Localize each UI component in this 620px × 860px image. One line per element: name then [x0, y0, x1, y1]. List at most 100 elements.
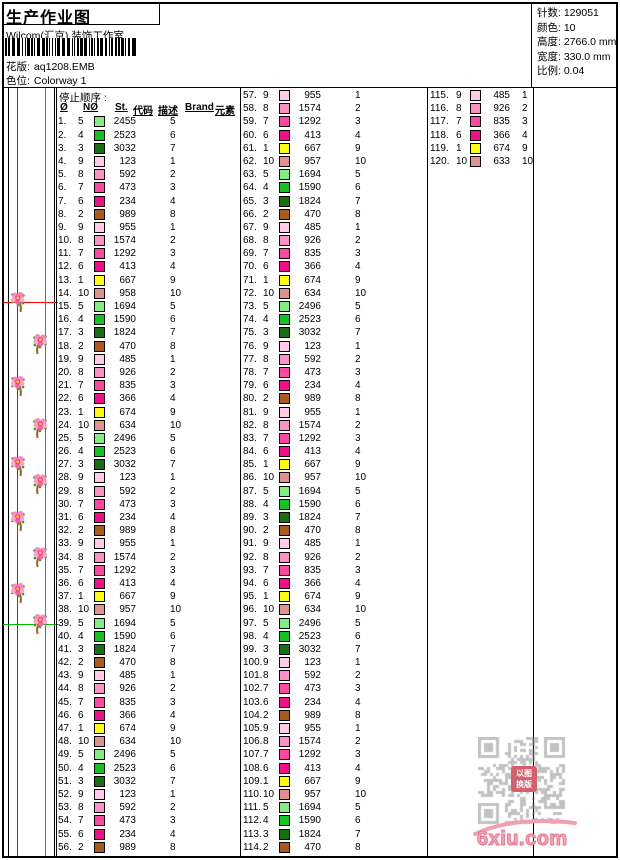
color-chip — [94, 828, 105, 840]
stitch-count: 1824 — [113, 327, 136, 339]
color-chip — [279, 643, 290, 655]
table-row: 81. 9 955 1 — [243, 406, 425, 419]
table-row: 76. 9 123 1 — [243, 340, 425, 353]
stitch-count: 1292 — [298, 749, 321, 761]
color-chip — [279, 301, 290, 312]
table-row: 26. 4 2523 6 — [58, 445, 238, 458]
code-value: 1 — [170, 670, 176, 682]
color-chip-cell — [94, 696, 110, 709]
stop-number: 59. — [243, 116, 257, 128]
color-chip — [279, 577, 290, 589]
color-chip-cell — [94, 682, 110, 695]
color-chip — [279, 314, 290, 326]
column-header-6: Brand — [185, 102, 214, 113]
color-chip — [94, 432, 105, 444]
needle-number: 3 — [78, 142, 84, 154]
table-row: 111. 5 1694 5 — [243, 801, 425, 814]
color-chip — [279, 512, 290, 523]
code-value: 9 — [522, 142, 528, 154]
color-chip-cell — [279, 168, 295, 181]
stop-number: 46. — [58, 709, 72, 721]
stat-label: 比例: — [537, 65, 561, 78]
needle-number: 10 — [456, 155, 468, 167]
column-header-7: 元素 — [215, 106, 235, 117]
stitch-count: 413 — [304, 446, 321, 458]
color-chip — [94, 775, 105, 787]
color-chip — [94, 577, 105, 589]
color-chip-cell — [279, 537, 295, 550]
code-value: 8 — [170, 208, 176, 220]
flower-icon — [8, 582, 28, 604]
stop-number: 101. — [243, 670, 263, 682]
code-value: 3 — [355, 248, 361, 260]
color-chip-cell — [279, 287, 295, 300]
code-value: 4 — [355, 696, 361, 708]
stitch-count: 485 — [119, 670, 136, 682]
table-row: 33. 9 955 1 — [58, 537, 238, 550]
code-value: 9 — [355, 775, 361, 787]
table-row: 18. 2 470 8 — [58, 340, 238, 353]
stop-number: 77. — [243, 353, 257, 365]
stop-number: 80. — [243, 393, 257, 405]
needle-number: 4 — [263, 498, 269, 510]
color-chip — [94, 841, 105, 853]
code-value: 7 — [355, 828, 361, 840]
color-chip-cell — [279, 814, 295, 827]
stitch-count: 989 — [304, 393, 321, 405]
stitch-count: 835 — [493, 116, 510, 128]
stitch-count: 1590 — [298, 182, 321, 194]
stop-number: 105. — [243, 723, 263, 734]
code-value: 3 — [355, 749, 361, 761]
table-row: 47. 1 674 9 — [58, 722, 238, 735]
header-separator — [2, 87, 618, 88]
color-chip — [94, 670, 105, 682]
table-row: 92. 8 926 2 — [243, 551, 425, 564]
needle-number: 10 — [78, 419, 90, 431]
color-chip-cell — [279, 748, 295, 761]
table-row: 2. 4 2523 6 — [58, 129, 238, 142]
needle-number: 10 — [263, 287, 275, 299]
code-value: 3 — [170, 564, 176, 576]
color-chip-cell — [279, 406, 295, 419]
code-value: 3 — [170, 380, 176, 392]
stitch-count: 2523 — [298, 630, 321, 642]
table-row: 51. 3 3032 7 — [58, 775, 238, 788]
table-row: 55. 6 234 4 — [58, 828, 238, 841]
code-value: 2 — [355, 551, 361, 563]
needle-number: 8 — [263, 103, 269, 115]
stitch-count: 470 — [119, 657, 136, 669]
stitch-count: 1694 — [113, 617, 136, 629]
color-chip-cell — [279, 656, 295, 669]
stop-number: 72. — [243, 287, 257, 299]
color-chip-cell — [94, 485, 110, 498]
stitch-count: 234 — [304, 380, 321, 392]
color-chip — [279, 169, 290, 181]
stitch-count: 123 — [119, 472, 136, 484]
table-row: 80. 2 989 8 — [243, 392, 425, 405]
table-row: 67. 9 485 1 — [243, 221, 425, 234]
color-chip — [470, 116, 481, 128]
color-chip — [94, 208, 105, 220]
stitch-count: 2523 — [113, 762, 136, 774]
code-value: 7 — [355, 195, 361, 207]
code-value: 7 — [170, 142, 176, 154]
table-row: 95. 1 674 9 — [243, 590, 425, 603]
color-chip-cell — [279, 392, 295, 405]
table-row: 29. 8 592 2 — [58, 485, 238, 498]
code-value: 9 — [355, 142, 361, 154]
table-row: 101. 8 592 2 — [243, 669, 425, 682]
stop-number: 98. — [243, 630, 257, 642]
stop-number: 22. — [58, 393, 72, 405]
color-chip — [94, 340, 105, 352]
color-chip — [94, 353, 105, 365]
stop-number: 56. — [58, 841, 72, 853]
stop-number: 119. — [430, 142, 449, 154]
code-value: 4 — [355, 762, 361, 774]
red-marker-line — [3, 302, 58, 303]
stop-number: 55. — [58, 828, 72, 840]
stitch-count: 926 — [119, 683, 136, 695]
stop-number: 52. — [58, 788, 72, 800]
needle-number: 1 — [263, 775, 269, 787]
color-chip-cell — [279, 471, 295, 484]
color-chip-cell — [279, 775, 295, 788]
